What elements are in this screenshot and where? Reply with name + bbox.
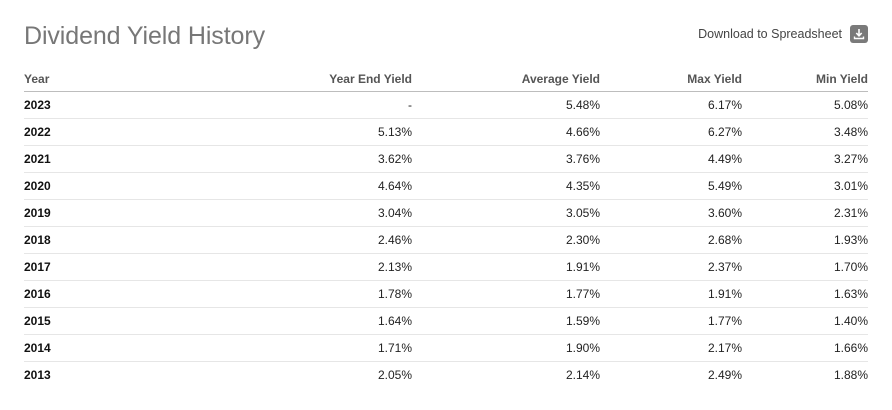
cell-max-yield: 2.49%	[707, 368, 742, 382]
cell-year-end-yield: 2.05%	[377, 368, 412, 382]
column-header-year-end-yield[interactable]: Year End Yield	[144, 66, 412, 92]
cell-max-yield: 2.17%	[600, 334, 742, 362]
cell-min-yield: 1.70%	[742, 253, 868, 281]
cell-year-end-yield: 1.64%	[144, 307, 412, 335]
column-header-average-yield[interactable]: Average Yield	[412, 66, 600, 92]
cell-year: 2015	[24, 307, 144, 335]
cell-min-yield: 5.08%	[742, 91, 868, 119]
cell-min-yield: 3.27%	[742, 145, 868, 173]
cell-max-yield: 3.60%	[600, 199, 742, 227]
cell-average-yield: 3.76%	[412, 145, 600, 173]
cell-average-yield: 1.91%	[412, 253, 600, 281]
cell-year-end-yield: 3.62%	[144, 145, 412, 173]
cell-year-end-yield: 4.64%	[144, 172, 412, 200]
cell-year: 2017	[24, 253, 144, 281]
cell-average-yield: 5.48%	[412, 91, 600, 119]
cell-min-yield: 1.66%	[742, 334, 868, 362]
cell-average-yield: 2.30%	[412, 226, 600, 254]
dividend-yield-table: Year Year End Yield Average Yield Max Yi…	[24, 66, 868, 388]
cell-max-yield: 6.17%	[600, 91, 742, 119]
cell-min-yield: 1.40%	[742, 307, 868, 335]
cell-year: 2021	[24, 145, 144, 173]
cell-year: 2023	[24, 91, 144, 119]
cell-year-end-yield: 2.13%	[144, 253, 412, 281]
cell-min-yield: 2.31%	[742, 199, 868, 227]
cell-year-end-yield: 3.04%	[144, 199, 412, 227]
cell-average-yield: 4.35%	[412, 172, 600, 200]
cell-min-yield: 3.48%	[742, 118, 868, 146]
cell-min-yield: 1.93%	[742, 226, 868, 254]
cell-average-yield: 1.59%	[412, 307, 600, 335]
cell-min-yield: 1.88%	[833, 368, 868, 382]
cell-average-yield: 2.14%	[565, 368, 600, 382]
cell-year: 2022	[24, 118, 144, 146]
table-row: 2015 1.64% 1.59% 1.77% 1.40%	[24, 307, 868, 335]
cell-max-yield: 4.49%	[600, 145, 742, 173]
cell-year-end-yield: 2.46%	[144, 226, 412, 254]
column-header-max-yield[interactable]: Max Yield	[600, 66, 742, 92]
cell-min-yield: 1.63%	[742, 280, 868, 308]
table-row: 2013 2.05% 2.14% 2.49% 1.88%	[24, 362, 868, 389]
table-row: 2018 2.46% 2.30% 2.68% 1.93%	[24, 226, 868, 254]
cell-min-yield: 3.01%	[742, 172, 868, 200]
table-header-row: Year Year End Yield Average Yield Max Yi…	[24, 66, 868, 92]
table-row: 2020 4.64% 4.35% 5.49% 3.01%	[24, 172, 868, 200]
cell-year-end-yield: -	[144, 91, 412, 119]
cell-average-yield: 1.90%	[412, 334, 600, 362]
cell-average-yield: 1.77%	[412, 280, 600, 308]
cell-max-yield: 1.77%	[600, 307, 742, 335]
cell-year: 2020	[24, 172, 144, 200]
table-row: 2019 3.04% 3.05% 3.60% 2.31%	[24, 199, 868, 227]
cell-year: 2019	[24, 199, 144, 227]
cell-max-yield: 5.49%	[600, 172, 742, 200]
table-row: 2023 - 5.48% 6.17% 5.08%	[24, 91, 868, 119]
page-title: Dividend Yield History	[24, 22, 265, 50]
column-header-year[interactable]: Year	[24, 66, 144, 92]
cell-average-yield: 3.05%	[412, 199, 600, 227]
cell-max-yield: 1.91%	[600, 280, 742, 308]
download-arrow-icon	[853, 29, 865, 40]
column-header-min-yield[interactable]: Min Yield	[742, 66, 868, 92]
cell-max-yield: 6.27%	[600, 118, 742, 146]
table-row: 2014 1.71% 1.90% 2.17% 1.66%	[24, 334, 868, 362]
cell-average-yield: 4.66%	[412, 118, 600, 146]
cell-year: 2013	[24, 368, 51, 382]
table-row: 2021 3.62% 3.76% 4.49% 3.27%	[24, 145, 868, 173]
table-row: 2016 1.78% 1.77% 1.91% 1.63%	[24, 280, 868, 308]
cell-year-end-yield: 1.71%	[144, 334, 412, 362]
download-icon[interactable]	[850, 25, 868, 43]
cell-year-end-yield: 5.13%	[144, 118, 412, 146]
cell-year: 2018	[24, 226, 144, 254]
table-row: 2022 5.13% 4.66% 6.27% 3.48%	[24, 118, 868, 146]
download-spreadsheet-button[interactable]: Download to Spreadsheet	[698, 25, 868, 43]
download-label: Download to Spreadsheet	[698, 27, 842, 41]
cell-max-yield: 2.37%	[600, 253, 742, 281]
cell-year-end-yield: 1.78%	[144, 280, 412, 308]
cell-year: 2016	[24, 280, 144, 308]
table-row: 2017 2.13% 1.91% 2.37% 1.70%	[24, 253, 868, 281]
cell-year: 2014	[24, 334, 144, 362]
cell-max-yield: 2.68%	[600, 226, 742, 254]
